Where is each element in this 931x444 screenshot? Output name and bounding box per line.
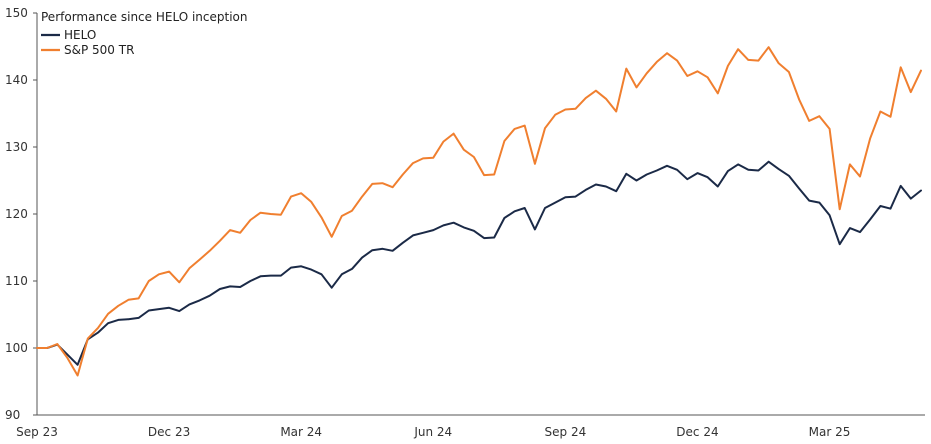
y-tick-label: 100 bbox=[5, 341, 28, 355]
x-tick-label: Dec 23 bbox=[148, 425, 190, 439]
x-tick-label: Jun 24 bbox=[413, 425, 452, 439]
x-tick-label: Mar 25 bbox=[809, 425, 851, 439]
legend-label-sp500: S&P 500 TR bbox=[64, 43, 134, 57]
series-line-s-p-500-tr bbox=[36, 46, 922, 377]
y-tick-label: 110 bbox=[5, 274, 28, 288]
y-tick-label: 150 bbox=[5, 6, 28, 20]
legend-label-helo: HELO bbox=[64, 28, 96, 42]
series-line-helo bbox=[36, 160, 922, 366]
legend: Performance since HELO inception HELO S&… bbox=[41, 10, 248, 57]
y-tick-label: 90 bbox=[5, 408, 20, 422]
plot-area bbox=[36, 46, 922, 377]
y-tick-label: 120 bbox=[5, 207, 28, 221]
x-tick-label: Dec 24 bbox=[676, 425, 718, 439]
y-tick-label: 130 bbox=[5, 140, 28, 154]
chart-title: Performance since HELO inception bbox=[41, 10, 248, 24]
x-axis: Sep 23 Dec 23 Mar 24 Jun 24 Sep 24 Dec 24 Mar … bbox=[16, 414, 925, 439]
y-axis: 90 100 110 120 130 140 150 bbox=[5, 6, 38, 422]
x-tick-label: Sep 23 bbox=[16, 425, 58, 439]
x-tick-label: Mar 24 bbox=[280, 425, 322, 439]
x-tick-label: Sep 24 bbox=[545, 425, 587, 439]
y-tick-label: 140 bbox=[5, 73, 28, 87]
